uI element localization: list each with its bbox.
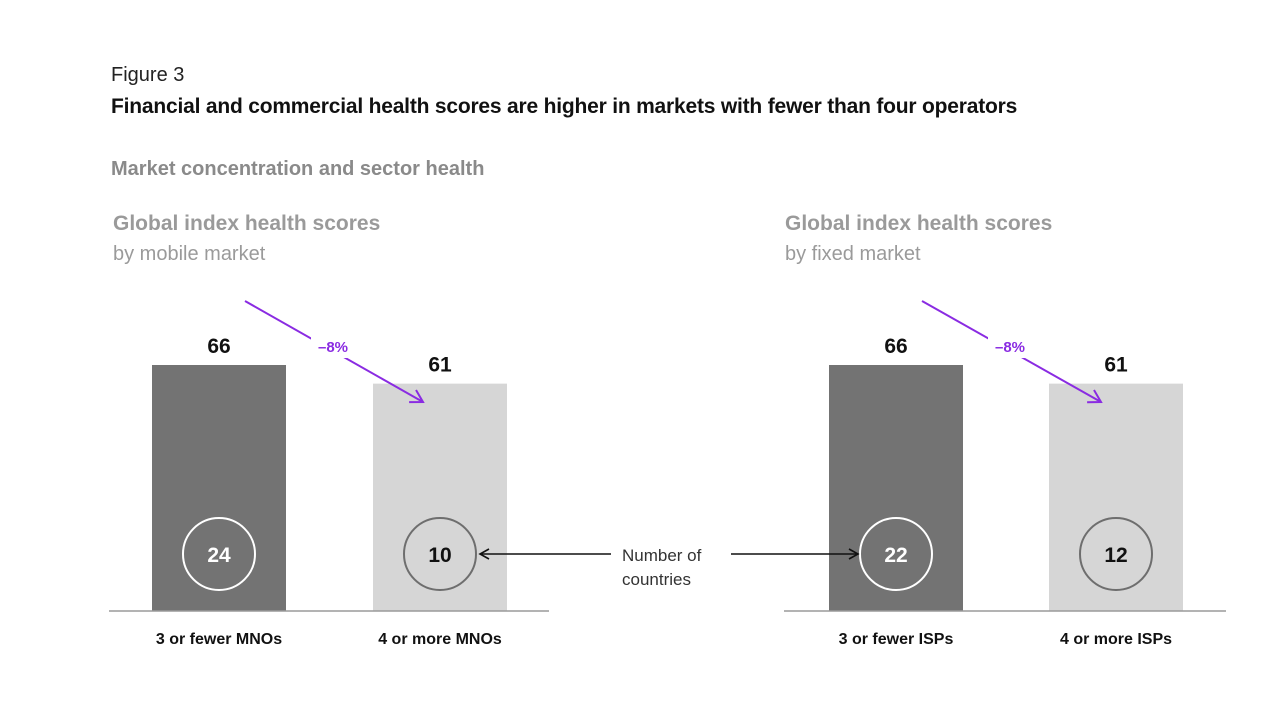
mobile-value-label-1: 66 xyxy=(207,335,230,358)
annotation-label: Number of countries xyxy=(622,544,701,592)
mobile-bar-1 xyxy=(152,365,286,611)
mobile-change-label: –8% xyxy=(318,339,348,356)
annotation-line-1: Number of xyxy=(622,546,702,565)
mobile-value-label-2: 61 xyxy=(428,354,452,377)
fixed-bar-1 xyxy=(829,365,963,611)
fixed-panel-title: Global index health scores xyxy=(785,212,1053,235)
fixed-value-label-2: 61 xyxy=(1104,354,1128,377)
fixed-count-label-1: 22 xyxy=(884,544,907,567)
mobile-category-label-2: 4 or more MNOs xyxy=(378,631,502,648)
chart-subtitle: Market concentration and sector health xyxy=(111,158,485,180)
annotation-line-2: countries xyxy=(622,570,691,589)
mobile-panel-subtitle: by mobile market xyxy=(113,243,266,265)
fixed-change-label: –8% xyxy=(995,339,1025,356)
fixed-category-label-2: 4 or more ISPs xyxy=(1060,631,1172,648)
mobile-category-label-1: 3 or fewer MNOs xyxy=(156,631,282,648)
mobile-count-label-1: 24 xyxy=(207,544,231,567)
fixed-count-circle-1 xyxy=(859,517,933,591)
fixed-category-label-1: 3 or fewer ISPs xyxy=(839,631,954,648)
fixed-count-label-2: 12 xyxy=(1104,544,1127,567)
fixed-value-label-1: 66 xyxy=(884,335,907,358)
fixed-bar-2 xyxy=(1049,383,1183,611)
mobile-change-label-bg xyxy=(311,336,355,358)
mobile-bar-2 xyxy=(373,383,507,611)
figure-label: Figure 3 xyxy=(111,64,185,86)
mobile-count-circle-1 xyxy=(182,517,256,591)
figure-title: Financial and commercial health scores a… xyxy=(111,95,1018,118)
mobile-count-circle-2 xyxy=(403,517,477,591)
fixed-change-label-bg xyxy=(988,336,1032,358)
mobile-panel-title: Global index health scores xyxy=(113,212,381,235)
fixed-count-circle-2 xyxy=(1079,517,1153,591)
mobile-count-label-2: 10 xyxy=(428,544,451,567)
fixed-panel-subtitle: by fixed market xyxy=(785,243,921,265)
